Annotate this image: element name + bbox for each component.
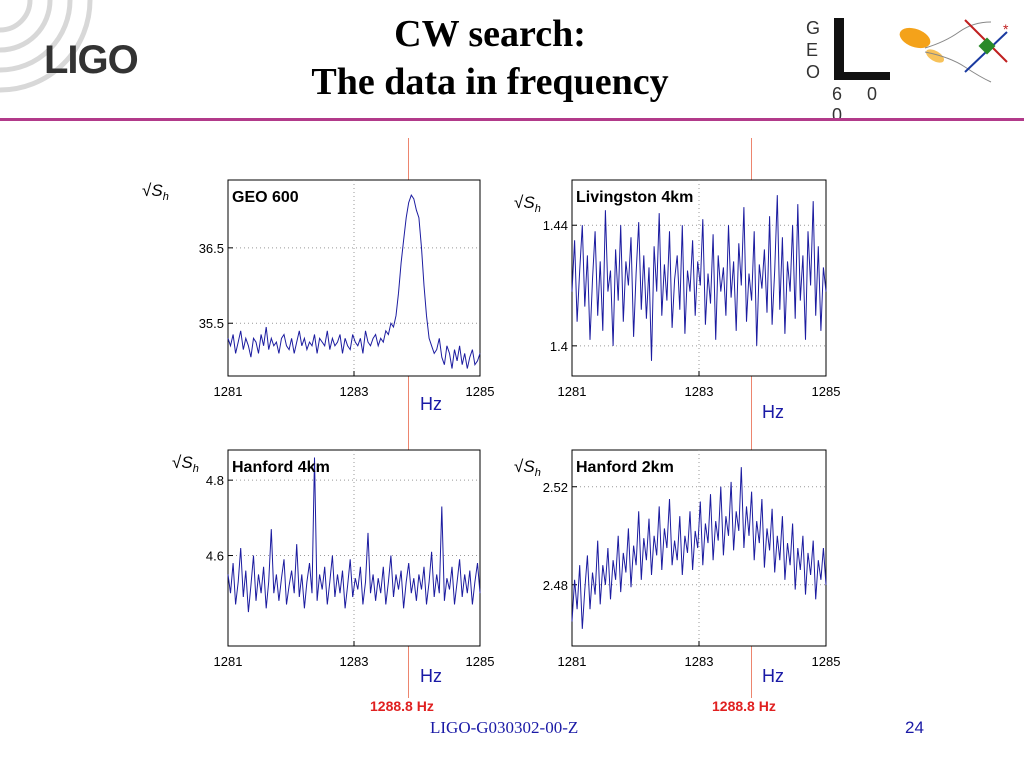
x-tick-label: 1283 bbox=[340, 384, 369, 399]
x-tick-label: 1285 bbox=[466, 654, 495, 669]
chart-title: Livingston 4km bbox=[576, 189, 693, 206]
chart-title: Hanford 4km bbox=[232, 459, 330, 476]
x-tick-label: 1281 bbox=[214, 384, 243, 399]
plot-frame bbox=[227, 449, 481, 647]
x-tick-label: 1285 bbox=[812, 654, 841, 669]
title-line-1: CW search: bbox=[394, 13, 586, 55]
footer-doc-id: LIGO-G030302-00-Z bbox=[430, 718, 579, 737]
sqrt-sh-symbol: √Sh bbox=[142, 181, 169, 203]
title-divider bbox=[0, 118, 1024, 121]
chart-geo600: √Sh 35.5 36.5 1281 1283 1285 GEO 600 bbox=[142, 179, 495, 399]
x-tick-label: 1283 bbox=[685, 384, 714, 399]
y-tick-label: 1.4 bbox=[550, 339, 568, 354]
xlabel-hanford-4km: Hz bbox=[420, 666, 442, 686]
title-line-2: The data in frequency bbox=[311, 61, 669, 103]
y-tick-label: 4.8 bbox=[206, 473, 224, 488]
chart-hanford-4km: √Sh 4.6 4.8 1281 1283 1285 Hanford 4km bbox=[172, 449, 495, 669]
x-tick-label: 1281 bbox=[214, 654, 243, 669]
page-title: CW search: The data in frequency bbox=[200, 10, 780, 106]
y-tick-label: 2.52 bbox=[543, 480, 568, 495]
sqrt-sh-symbol: √Sh bbox=[514, 193, 541, 215]
geo-letter-g: G bbox=[806, 18, 821, 38]
xlabel-livingston: Hz bbox=[762, 402, 784, 422]
series-line bbox=[571, 467, 827, 629]
geo-letter-e: E bbox=[806, 40, 819, 60]
y-tick-label: 4.6 bbox=[206, 549, 224, 564]
chart-livingston-4km: √Sh 1.4 1.44 1281 1283 1285 Livingston 4km bbox=[514, 179, 841, 399]
chart-title: GEO 600 bbox=[232, 189, 299, 206]
y-tick-label: 35.5 bbox=[199, 316, 224, 331]
sqrt-sh-symbol: √Sh bbox=[172, 453, 199, 475]
ligo-logo-text: LIGO bbox=[44, 38, 139, 82]
sqrt-sh-symbol: √Sh bbox=[514, 457, 541, 479]
x-tick-label: 1281 bbox=[558, 654, 587, 669]
x-tick-label: 1281 bbox=[558, 384, 587, 399]
y-tick-label: 1.44 bbox=[543, 218, 568, 233]
marker-line-right bbox=[751, 138, 752, 698]
x-tick-label: 1285 bbox=[812, 384, 841, 399]
svg-text:*: * bbox=[1003, 21, 1009, 37]
y-tick-label: 2.48 bbox=[543, 578, 568, 593]
y-tick-label: 36.5 bbox=[199, 241, 224, 256]
chart-hanford-2km: √Sh 2.48 2.52 1281 1283 1285 Hanford 2km bbox=[514, 449, 841, 669]
plot-frame bbox=[227, 179, 481, 377]
ligo-logo: LIGO bbox=[0, 0, 170, 110]
geo600-logo: G E O 6 0 0 bbox=[800, 10, 900, 125]
xlabel-hanford-2km: Hz bbox=[762, 666, 784, 686]
series-line bbox=[227, 457, 481, 613]
x-tick-label: 1283 bbox=[340, 654, 369, 669]
series-line bbox=[227, 193, 481, 369]
chart-title: Hanford 2km bbox=[576, 459, 674, 476]
marker-line-left bbox=[408, 138, 409, 698]
xlabel-geo600: Hz bbox=[420, 394, 442, 414]
series-line bbox=[571, 195, 827, 361]
geo-logo-l-shape bbox=[834, 18, 890, 80]
marker-label-left: 1288.8 Hz bbox=[370, 698, 434, 714]
geo-letter-o: O bbox=[806, 62, 821, 82]
x-tick-label: 1283 bbox=[685, 654, 714, 669]
marker-label-right: 1288.8 Hz bbox=[712, 698, 776, 714]
x-tick-label: 1285 bbox=[466, 384, 495, 399]
page-number: 24 bbox=[905, 718, 924, 737]
interferometer-illustration: * bbox=[899, 19, 1009, 83]
geo-logo-digits: 6 0 0 bbox=[832, 84, 888, 125]
